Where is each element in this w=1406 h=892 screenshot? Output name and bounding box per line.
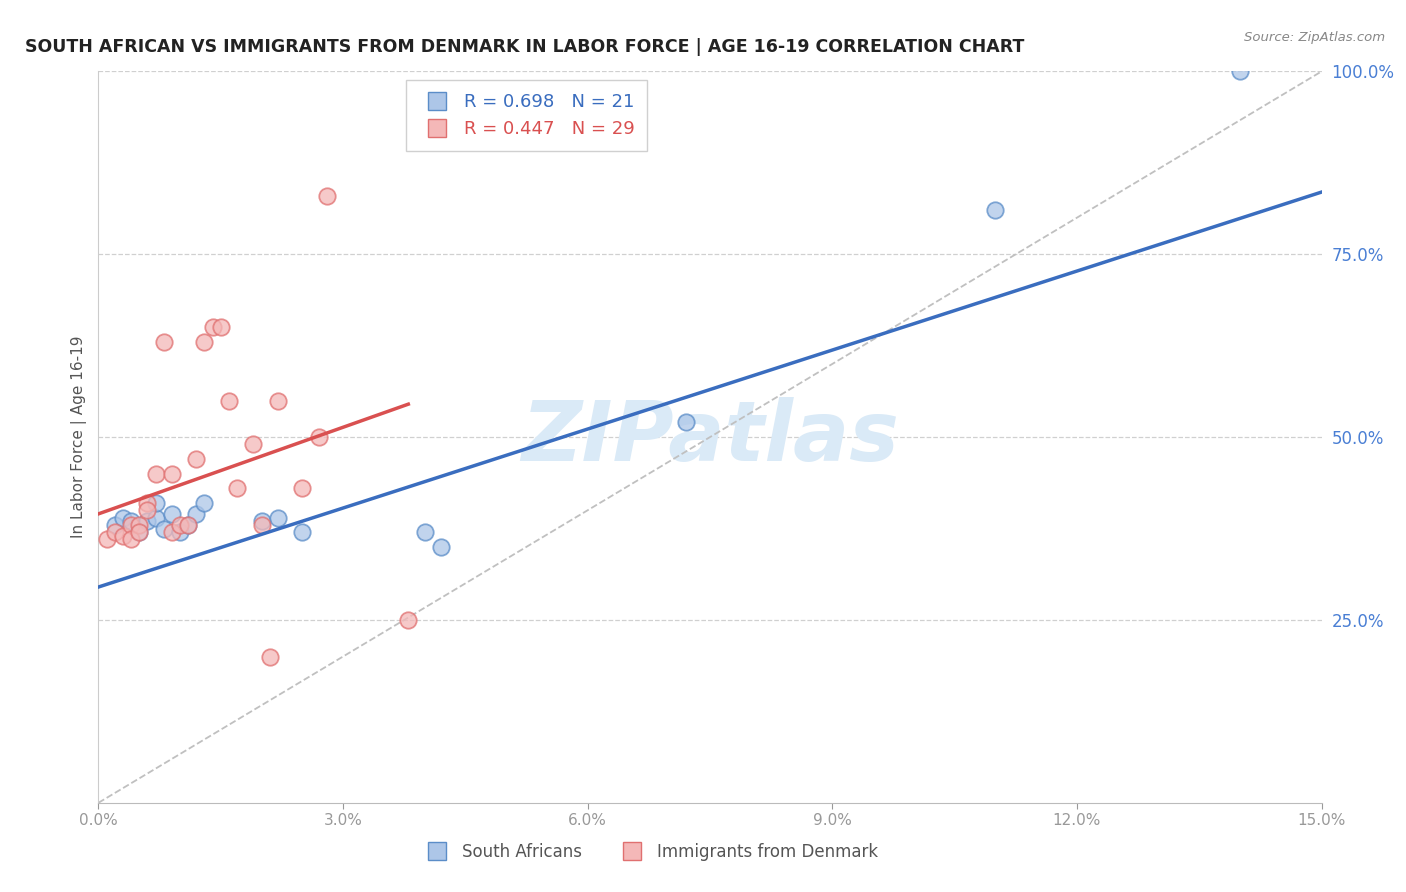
Point [308,430,330,444]
Point [152,521,174,535]
Point [201,320,224,334]
Point [128,525,150,540]
Point [128,525,150,540]
Point [259,649,281,664]
Point [675,416,697,430]
Y-axis label: In Labor Force | Age 16-19: In Labor Force | Age 16-19 [72,335,87,539]
Point [169,525,191,540]
Point [226,481,249,495]
Point [136,496,159,510]
Legend: South Africans, Immigrants from Denmark: South Africans, Immigrants from Denmark [413,837,884,868]
Point [160,525,183,540]
Point [209,320,232,334]
Point [120,514,142,528]
Text: Source: ZipAtlas.com: Source: ZipAtlas.com [1244,31,1385,45]
Point [96,533,118,547]
Point [120,517,142,532]
Point [177,517,200,532]
Point [111,510,134,524]
Point [984,203,1007,218]
Text: SOUTH AFRICAN VS IMMIGRANTS FROM DENMARK IN LABOR FORCE | AGE 16-19 CORRELATION : SOUTH AFRICAN VS IMMIGRANTS FROM DENMARK… [25,38,1025,56]
Point [177,517,200,532]
Point [152,334,174,349]
Point [104,525,127,540]
Point [250,517,273,532]
Point [193,496,215,510]
Point [128,517,150,532]
Point [291,525,314,540]
Point [186,452,208,467]
Text: ZIPatlas: ZIPatlas [522,397,898,477]
Point [104,517,127,532]
Point [145,467,167,481]
Point [1229,64,1251,78]
Point [267,393,290,408]
Point [396,613,419,627]
Point [218,393,240,408]
Point [186,507,208,521]
Point [145,496,167,510]
Point [315,188,337,202]
Point [136,503,159,517]
Point [430,540,453,554]
Point [242,437,264,451]
Point [120,533,142,547]
Point [291,481,314,495]
Point [193,334,215,349]
Point [169,517,191,532]
Point [250,514,273,528]
Point [145,510,167,524]
Point [413,525,436,540]
Point [111,529,134,543]
Point [160,507,183,521]
Point [136,514,159,528]
Point [160,467,183,481]
Point [267,510,290,524]
